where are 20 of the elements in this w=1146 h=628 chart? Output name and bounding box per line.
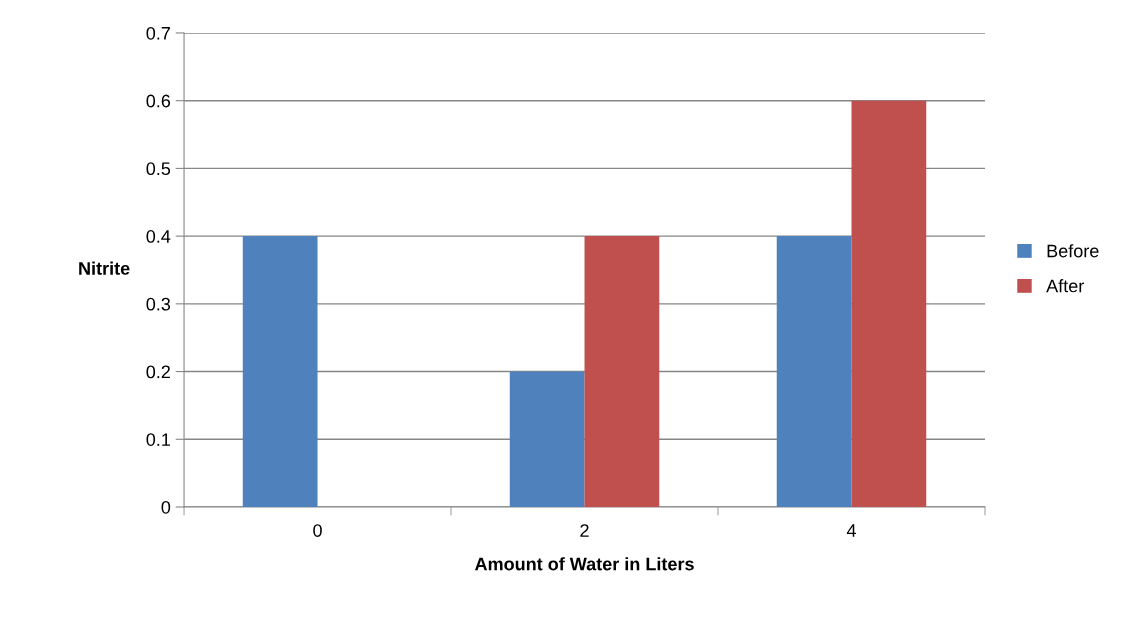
x-tick-label: 0 bbox=[313, 524, 322, 537]
y-tick-label: 0.2 bbox=[146, 365, 170, 379]
legend-label: After bbox=[1046, 279, 1084, 293]
y-tick-label: 0.3 bbox=[146, 297, 171, 311]
y-tick-label: 0.1 bbox=[146, 433, 170, 446]
x-axis-title: Amount of Water in Liters bbox=[474, 557, 694, 571]
y-tick-label: 0 bbox=[161, 500, 171, 514]
bar bbox=[509, 371, 585, 507]
bar bbox=[851, 100, 927, 507]
y-tick-label: 0.4 bbox=[146, 230, 171, 243]
legend-label: Before bbox=[1047, 244, 1099, 258]
y-tick-label: 0.5 bbox=[146, 162, 171, 176]
bar bbox=[584, 236, 660, 507]
bar bbox=[776, 236, 852, 507]
y-axis-title: Nitrite bbox=[79, 261, 130, 275]
bar bbox=[242, 236, 318, 507]
y-tick-label: 0.7 bbox=[146, 26, 170, 40]
x-tick-label: 2 bbox=[580, 524, 589, 537]
y-tick-label: 0.6 bbox=[146, 94, 171, 108]
x-tick-label: 4 bbox=[846, 524, 856, 537]
